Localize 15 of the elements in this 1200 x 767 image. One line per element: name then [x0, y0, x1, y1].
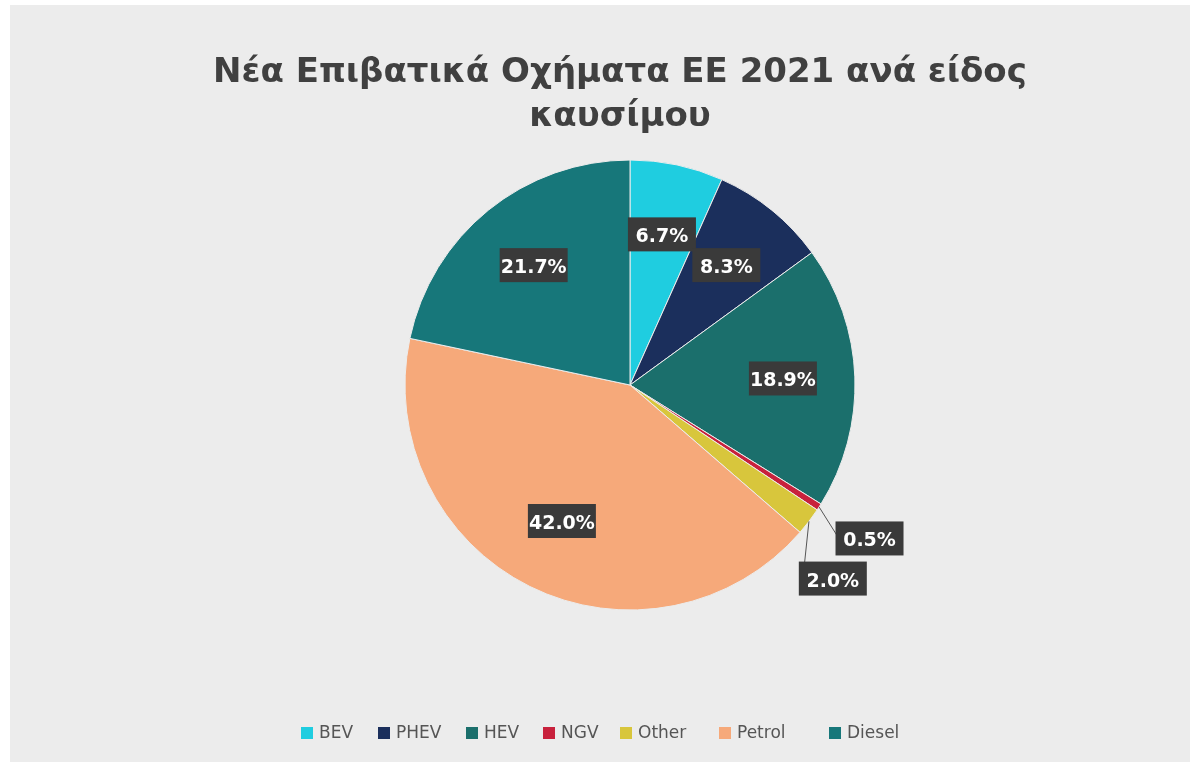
legend-label: Other	[638, 722, 687, 742]
data-label: 2.0%	[806, 568, 860, 591]
legend-label: NGV	[561, 722, 599, 742]
legend-label: BEV	[319, 722, 354, 742]
data-label: 18.9%	[749, 368, 816, 391]
data-label: 21.7%	[500, 255, 567, 278]
data-label: 6.7%	[635, 224, 689, 247]
data-label: 0.5%	[843, 528, 896, 551]
chart-title: Νέα Επιβατικά Οχήματα ΕΕ 2021 ανά είδος καυσίμου	[213, 50, 1027, 134]
data-label: 42.0%	[528, 511, 595, 533]
data-label: 8.3%	[699, 255, 753, 278]
legend-label: HEV	[484, 722, 520, 742]
legend-label: PHEV	[396, 722, 442, 742]
legend-label: Petrol	[737, 722, 786, 742]
legend-label: Diesel	[847, 722, 900, 742]
